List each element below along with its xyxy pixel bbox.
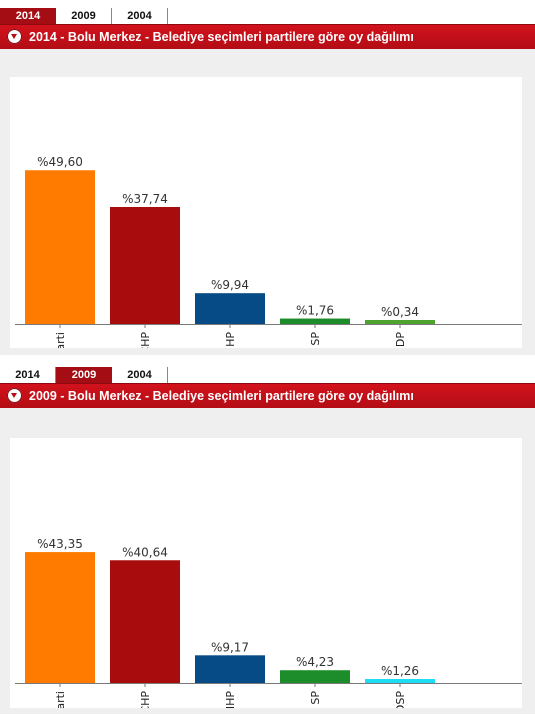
chart-header: 2014 - Bolu Merkez - Belediye seçimleri … bbox=[0, 24, 535, 49]
x-tick-label: MHP bbox=[224, 691, 237, 708]
x-tick-label: AK Parti bbox=[54, 691, 67, 708]
x-tick-label: CHP bbox=[139, 332, 152, 348]
bar-value-label: %0,34 bbox=[381, 305, 419, 319]
x-tick-label: SP bbox=[309, 332, 322, 346]
x-tick-label: AK Parti bbox=[54, 332, 67, 348]
bar-chp bbox=[110, 560, 180, 683]
bar-value-label: %4,23 bbox=[296, 655, 334, 669]
x-tick-label: SP bbox=[309, 691, 322, 705]
bar-hdp bbox=[365, 320, 435, 324]
bar-mhp bbox=[195, 293, 265, 324]
bar-value-label: %1,26 bbox=[381, 664, 419, 678]
tab-2014[interactable]: 2014 bbox=[0, 367, 56, 383]
download-icon[interactable] bbox=[7, 29, 22, 44]
bar-value-label: %43,35 bbox=[37, 537, 83, 551]
chart-header: 2009 - Bolu Merkez - Belediye seçimleri … bbox=[0, 383, 535, 408]
bar-value-label: %37,74 bbox=[122, 192, 168, 206]
bar-dsp bbox=[365, 679, 435, 683]
bar-mhp bbox=[195, 655, 265, 683]
chart-area: %43,35 AK Parti %40,64 CHP %9,17 MHP %4,23 SP %1… bbox=[10, 438, 522, 715]
election-widget-2009: 2014 2009 2004 2009 - Bolu Merkez - Bele… bbox=[0, 367, 535, 715]
tab-2009[interactable]: 2009 bbox=[56, 8, 112, 24]
x-tick-label: MHP bbox=[224, 332, 237, 348]
bar-value-label: %1,76 bbox=[296, 304, 334, 318]
bar-chp bbox=[110, 207, 180, 324]
bar-sp bbox=[280, 318, 350, 324]
chart-panel: %43,35 AK Parti %40,64 CHP %9,17 MHP %4,23 SP %1… bbox=[0, 408, 535, 715]
tab-2004[interactable]: 2004 bbox=[112, 367, 168, 383]
tab-2014[interactable]: 2014 bbox=[0, 8, 56, 24]
bar-chart: %43,35 AK Parti %40,64 CHP %9,17 MHP %4,23 SP %1… bbox=[15, 537, 522, 715]
bar-value-label: %9,17 bbox=[211, 640, 249, 654]
download-icon[interactable] bbox=[7, 388, 22, 403]
year-tabs: 2014 2009 2004 bbox=[0, 367, 535, 383]
bar-value-label: %49,60 bbox=[37, 155, 83, 169]
year-tabs: 2014 2009 2004 bbox=[0, 8, 535, 24]
tab-2004[interactable]: 2004 bbox=[112, 8, 168, 24]
bar-sp bbox=[280, 670, 350, 683]
bar-chart: %49,60 AK Parti %37,74 CHP %9,94 MHP %1,76 SP %0… bbox=[15, 155, 522, 375]
chart-title: 2009 - Bolu Merkez - Belediye seçimleri … bbox=[29, 389, 414, 403]
chart-area: %49,60 AK Parti %37,74 CHP %9,94 MHP %1,76 SP %0… bbox=[10, 77, 522, 375]
x-tick-label: CHP bbox=[139, 691, 152, 708]
election-widget-2014: 2014 2009 2004 2014 - Bolu Merkez - Bele… bbox=[0, 8, 535, 375]
chart-title: 2014 - Bolu Merkez - Belediye seçimleri … bbox=[29, 30, 414, 44]
x-tick-label: DSP bbox=[394, 691, 407, 708]
bar-ak-parti bbox=[25, 170, 95, 324]
chart-panel: %49,60 AK Parti %37,74 CHP %9,94 MHP %1,76 SP %0… bbox=[0, 49, 535, 375]
x-tick-label: HDP bbox=[394, 332, 407, 348]
bar-ak-parti bbox=[25, 552, 95, 683]
bar-value-label: %9,94 bbox=[211, 278, 249, 292]
bar-value-label: %40,64 bbox=[122, 545, 168, 559]
tab-2009[interactable]: 2009 bbox=[56, 367, 112, 383]
